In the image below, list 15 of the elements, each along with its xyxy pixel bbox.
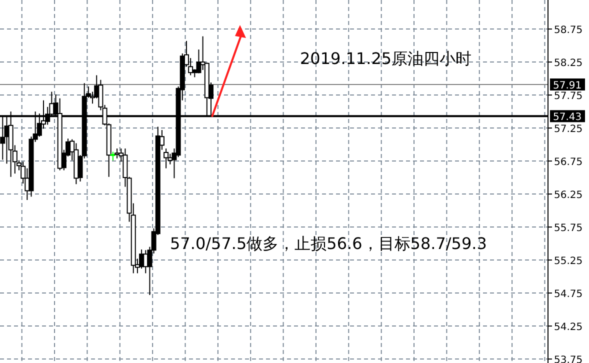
annotation: 57.0/57.5做多，止损56.6，目标58.7/59.3 xyxy=(170,234,487,253)
y-tick-label: 58.75 xyxy=(554,25,583,36)
y-tick-label: 53.75 xyxy=(554,355,583,363)
y-tick-label: 54.75 xyxy=(554,289,583,300)
y-tick-label: 57.75 xyxy=(554,91,583,102)
y-tick-label: 56.25 xyxy=(554,190,583,202)
y-tick-label: 57.25 xyxy=(554,124,583,136)
ref-line-label: 57.91 xyxy=(553,80,582,92)
ref-line-label: 57.43 xyxy=(553,112,582,124)
y-tick-label: 58.25 xyxy=(554,58,583,70)
y-tick-label: 56.75 xyxy=(554,157,583,168)
y-tick-label: 55.75 xyxy=(554,223,583,234)
y-tick-label: 54.25 xyxy=(554,322,583,334)
annotation: 2019.11.25原油四小时 xyxy=(300,49,472,68)
y-tick-label: 55.25 xyxy=(554,256,583,268)
